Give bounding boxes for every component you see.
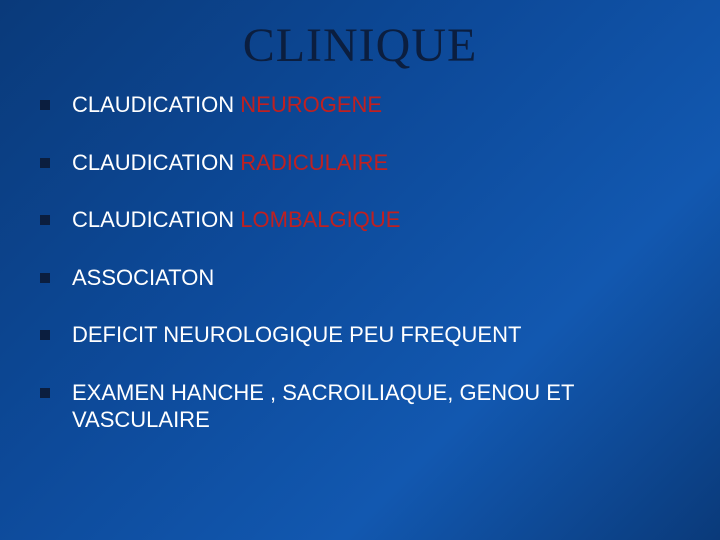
square-bullet-icon bbox=[40, 330, 50, 340]
list-item-text: ASSOCIATON bbox=[72, 264, 214, 292]
list-item-text: CLAUDICATION NEUROGENE bbox=[72, 91, 382, 119]
list-item-text: EXAMEN HANCHE , SACROILIAQUE, GENOU ET V… bbox=[72, 379, 680, 434]
list-item: DEFICIT NEUROLOGIQUE PEU FREQUENT bbox=[40, 321, 680, 349]
square-bullet-icon bbox=[40, 273, 50, 283]
text-segment: EXAMEN HANCHE , SACROILIAQUE, GENOU ET V… bbox=[72, 380, 574, 433]
list-item: CLAUDICATION NEUROGENE bbox=[40, 91, 680, 119]
square-bullet-icon bbox=[40, 388, 50, 398]
text-segment: DEFICIT NEUROLOGIQUE PEU FREQUENT bbox=[72, 322, 521, 347]
list-item-text: CLAUDICATION LOMBALGIQUE bbox=[72, 206, 400, 234]
list-item: ASSOCIATON bbox=[40, 264, 680, 292]
text-segment: CLAUDICATION bbox=[72, 207, 240, 232]
list-item: CLAUDICATION RADICULAIRE bbox=[40, 149, 680, 177]
bullet-list: CLAUDICATION NEUROGENECLAUDICATION RADIC… bbox=[0, 73, 720, 434]
square-bullet-icon bbox=[40, 215, 50, 225]
highlight-segment: NEUROGENE bbox=[240, 92, 382, 117]
text-segment: CLAUDICATION bbox=[72, 92, 240, 117]
square-bullet-icon bbox=[40, 100, 50, 110]
slide-title: CLINIQUE bbox=[0, 0, 720, 73]
list-item: CLAUDICATION LOMBALGIQUE bbox=[40, 206, 680, 234]
text-segment: ASSOCIATON bbox=[72, 265, 214, 290]
text-segment: CLAUDICATION bbox=[72, 150, 240, 175]
list-item-text: CLAUDICATION RADICULAIRE bbox=[72, 149, 388, 177]
square-bullet-icon bbox=[40, 158, 50, 168]
highlight-segment: LOMBALGIQUE bbox=[240, 207, 400, 232]
highlight-segment: RADICULAIRE bbox=[240, 150, 388, 175]
list-item: EXAMEN HANCHE , SACROILIAQUE, GENOU ET V… bbox=[40, 379, 680, 434]
slide: CLINIQUE CLAUDICATION NEUROGENECLAUDICAT… bbox=[0, 0, 720, 540]
list-item-text: DEFICIT NEUROLOGIQUE PEU FREQUENT bbox=[72, 321, 521, 349]
